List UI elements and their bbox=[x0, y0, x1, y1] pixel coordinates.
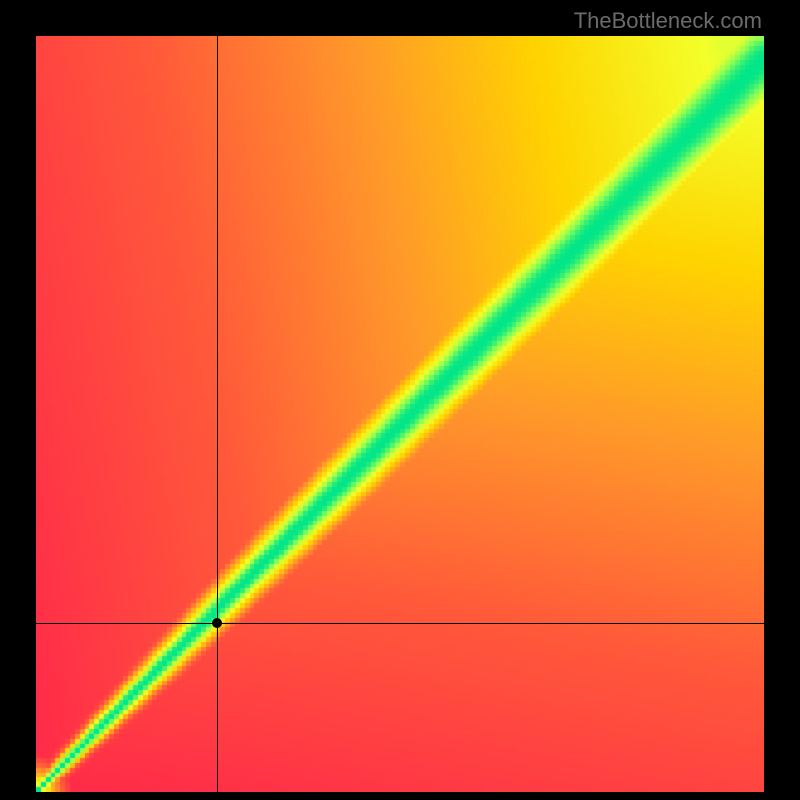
watermark: TheBottleneck.com bbox=[574, 8, 762, 34]
bottleneck-heatmap bbox=[36, 36, 764, 792]
crosshair-vertical bbox=[217, 36, 218, 792]
crosshair-horizontal bbox=[36, 623, 764, 624]
heatmap-canvas bbox=[36, 36, 764, 792]
selection-marker[interactable] bbox=[212, 618, 222, 628]
